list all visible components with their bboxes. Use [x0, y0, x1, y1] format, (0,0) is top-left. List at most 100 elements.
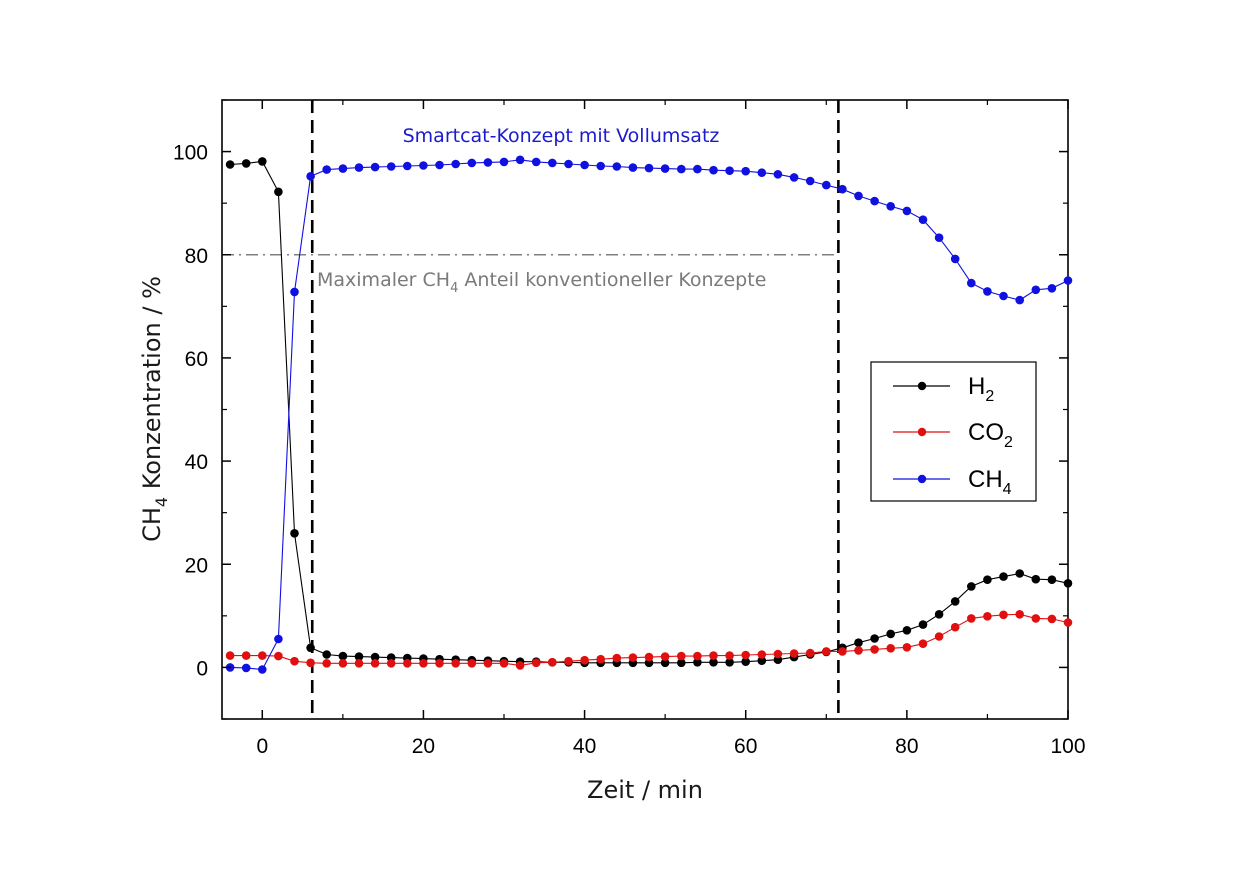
- y-tick-label: 20: [185, 554, 208, 577]
- y-tick-label: 40: [185, 451, 208, 474]
- data-point-co2: [258, 651, 267, 660]
- data-point-h2: [338, 651, 348, 661]
- data-point-h2: [322, 650, 332, 659]
- data-point-h2: [854, 638, 863, 647]
- data-point-co2: [967, 614, 976, 623]
- data-point-co2: [1031, 614, 1041, 623]
- y-tick-label: 80: [185, 245, 208, 268]
- data-point-co2: [483, 659, 493, 668]
- data-point-ch4: [322, 165, 332, 174]
- data-point-ch4: [950, 254, 960, 264]
- y-tick-label: 60: [185, 348, 208, 371]
- data-point-co2: [419, 659, 428, 668]
- x-tick-label: 0: [256, 735, 268, 758]
- data-point-ch4: [515, 155, 525, 165]
- x-axis-title: Zeit / min: [587, 776, 703, 804]
- data-point-co2: [1063, 618, 1073, 627]
- data-point-co2: [338, 659, 348, 668]
- legend-marker-ch4: [917, 474, 927, 484]
- data-point-ch4: [258, 665, 267, 674]
- data-point-ch4: [789, 173, 799, 182]
- data-point-co2: [531, 658, 541, 668]
- data-point-h2: [225, 160, 235, 169]
- legend-item-co2: CO2: [893, 419, 1013, 451]
- data-point-co2: [757, 650, 767, 659]
- legend-item-h2: H2: [893, 373, 994, 405]
- data-point-ch4: [693, 164, 702, 174]
- data-point-h2: [354, 652, 364, 661]
- data-point-ch4: [709, 165, 718, 175]
- data-point-ch4: [838, 184, 847, 194]
- data-point-ch4: [1047, 284, 1057, 293]
- data-point-co2: [386, 659, 396, 668]
- data-point-ch4: [370, 162, 380, 172]
- data-point-ch4: [1031, 285, 1041, 295]
- data-point-co2: [612, 653, 622, 663]
- data-point-h2: [870, 634, 879, 643]
- data-point-h2: [290, 529, 299, 538]
- data-point-ch4: [564, 159, 573, 169]
- y-tick-label: 100: [173, 142, 208, 165]
- data-point-co2: [225, 651, 235, 660]
- data-point-h2: [1031, 574, 1041, 584]
- data-point-ch4: [338, 164, 348, 173]
- series-ch4: [225, 155, 1073, 674]
- data-point-ch4: [854, 191, 863, 201]
- data-point-ch4: [580, 160, 589, 170]
- data-point-ch4: [805, 176, 815, 186]
- data-point-ch4: [612, 162, 622, 171]
- data-point-co2: [999, 610, 1008, 620]
- data-point-ch4: [918, 215, 928, 224]
- data-point-h2: [725, 658, 734, 667]
- data-point-co2: [741, 650, 750, 660]
- data-point-co2: [290, 656, 299, 666]
- data-point-co2: [354, 659, 364, 668]
- data-point-ch4: [451, 159, 461, 169]
- data-point-co2: [548, 658, 557, 667]
- data-point-co2: [854, 646, 863, 655]
- data-point-ch4: [983, 287, 992, 296]
- data-point-h2: [1063, 579, 1073, 588]
- data-point-ch4: [660, 164, 670, 173]
- data-point-co2: [693, 651, 702, 661]
- data-point-co2: [886, 644, 895, 653]
- data-point-co2: [467, 659, 477, 668]
- data-point-co2: [435, 659, 444, 668]
- data-point-co2: [677, 651, 686, 661]
- data-point-co2: [451, 659, 461, 668]
- data-series: [225, 155, 1073, 674]
- data-point-h2: [950, 597, 960, 606]
- legend: H2 CO2 CH4: [870, 361, 1037, 502]
- data-point-ch4: [886, 202, 895, 211]
- data-point-h2: [274, 187, 283, 197]
- data-point-ch4: [1063, 276, 1073, 285]
- data-point-co2: [870, 645, 879, 654]
- data-point-ch4: [386, 162, 396, 171]
- data-point-co2: [564, 656, 573, 666]
- data-point-co2: [822, 647, 831, 656]
- series-co2: [225, 610, 1073, 670]
- data-point-co2: [403, 659, 412, 668]
- data-point-ch4: [241, 663, 251, 673]
- data-point-ch4: [403, 161, 412, 171]
- data-point-ch4: [1015, 295, 1024, 305]
- data-point-co2: [515, 661, 525, 670]
- data-point-co2: [838, 647, 847, 656]
- data-point-h2: [306, 643, 315, 653]
- y-tick-label: 0: [196, 657, 208, 680]
- data-point-co2: [789, 649, 799, 658]
- data-point-ch4: [548, 158, 557, 168]
- data-point-h2: [1015, 569, 1024, 578]
- data-point-ch4: [870, 196, 879, 206]
- data-point-co2: [725, 651, 734, 660]
- data-point-h2: [709, 658, 718, 667]
- data-point-co2: [918, 639, 928, 648]
- data-point-ch4: [499, 157, 509, 167]
- legend-marker-h2: [917, 381, 927, 391]
- data-point-h2: [1047, 575, 1057, 584]
- data-point-h2: [241, 159, 251, 168]
- data-point-ch4: [596, 161, 605, 171]
- data-point-h2: [693, 658, 702, 667]
- data-point-co2: [499, 659, 509, 668]
